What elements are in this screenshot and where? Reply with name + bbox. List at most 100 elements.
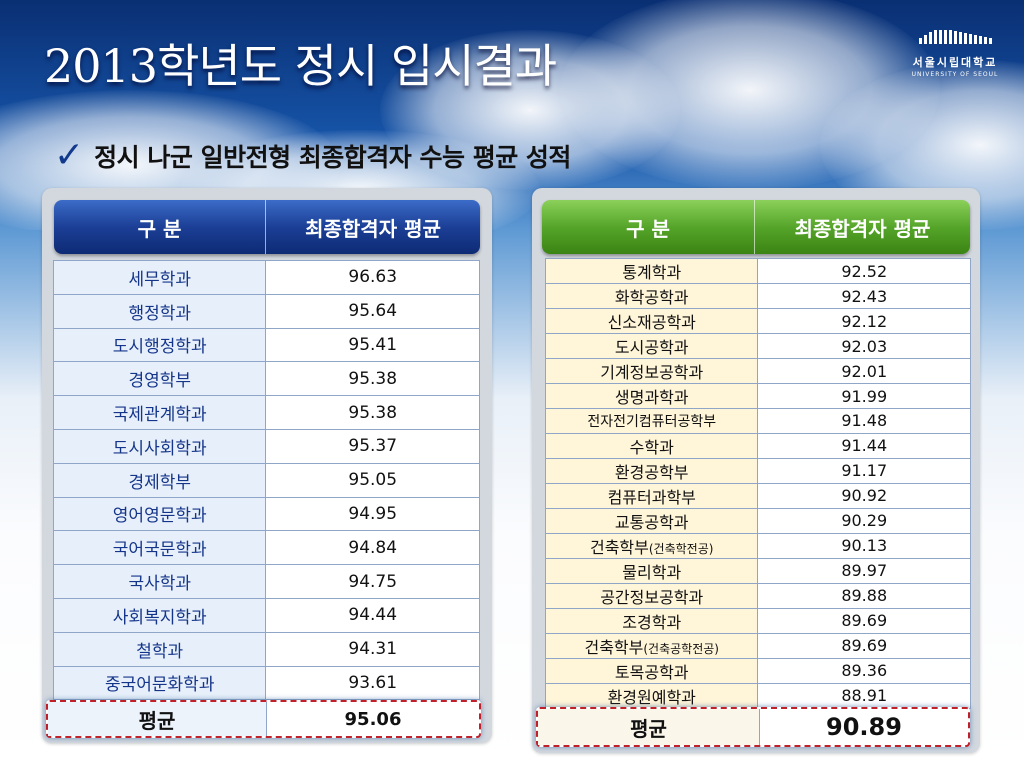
department-name: 화학공학과 — [544, 283, 759, 309]
right-table-row: 토목공학과 89.36 — [544, 657, 971, 684]
right-table-row: 물리학과 89.97 — [544, 557, 971, 584]
department-name: 건축학부(건축학전공) — [544, 532, 759, 559]
department-name: 생명과학과 — [544, 383, 759, 409]
department-name: 환경공학부 — [544, 457, 759, 484]
department-name-text: 도시공학과 — [614, 338, 689, 357]
average-score: 91.44 — [757, 432, 971, 459]
right-score-table: 통계학과 92.52 화학공학과 92.43 신소재공학과 92.12 도시공학과 92.03… — [544, 258, 971, 709]
department-name: 영어영문학과 — [52, 496, 267, 532]
average-score: 95.38 — [265, 395, 480, 430]
department-name-text: 영어영문학과 — [112, 506, 207, 527]
department-name-text: 공간정보공학과 — [600, 587, 704, 607]
department-name-text: 토목공학과 — [614, 662, 689, 682]
department-name-text: 국제관계학과 — [112, 405, 207, 426]
right-table-header: 구 분 최종합격자 평균 — [542, 200, 970, 254]
average-score: 92.12 — [757, 308, 971, 334]
left-table-row: 영어영문학과 94.95 — [52, 496, 480, 532]
department-name: 사회복지학과 — [52, 597, 267, 633]
average-score: 92.03 — [757, 333, 971, 359]
left-table-row: 국사학과 94.75 — [52, 564, 480, 599]
left-table-row: 사회복지학과 94.44 — [52, 597, 480, 633]
average-score: 95.64 — [265, 293, 480, 329]
left-table-row: 중국어문화학과 93.61 — [52, 665, 480, 701]
average-score: 91.17 — [757, 457, 971, 484]
right-header-category: 구 분 — [542, 200, 755, 254]
department-name: 전자전기컴퓨터공학부 — [544, 408, 759, 434]
department-name: 공간정보공학과 — [544, 582, 759, 609]
left-table-row: 도시행정학과 95.41 — [52, 327, 480, 363]
right-table-row: 신소재공학과 92.12 — [544, 308, 971, 334]
right-table-row: 조경학과 89.69 — [544, 607, 971, 634]
average-score: 92.52 — [757, 258, 971, 284]
department-name-text: 화학공학과 — [614, 288, 689, 307]
department-name-text: 경영학부 — [128, 371, 191, 392]
department-name: 도시행정학과 — [52, 327, 267, 363]
right-table-row: 통계학과 92.52 — [544, 258, 971, 284]
department-name-text: 행정학과 — [128, 303, 191, 324]
department-name: 경영학부 — [52, 361, 267, 397]
logo-emblem-icon — [900, 30, 1010, 44]
logo-name-korean: 서울시립대학교 — [912, 56, 998, 69]
department-name-text: 사회복지학과 — [112, 607, 207, 628]
department-name: 국어국문학과 — [52, 530, 267, 566]
right-table-row: 도시공학과 92.03 — [544, 333, 971, 359]
right-table-row: 건축학부(건축학전공) 90.13 — [544, 532, 971, 559]
department-name-text: 교통공학과 — [614, 512, 689, 532]
left-table-row: 국제관계학과 95.38 — [52, 395, 480, 430]
left-table-row: 행정학과 95.64 — [52, 293, 480, 329]
left-table-header: 구 분 최종합격자 평균 — [54, 200, 480, 254]
department-name-text: 컴퓨터과학부 — [607, 487, 696, 507]
right-table-row: 기계정보공학과 92.01 — [544, 358, 971, 384]
department-name-text: 도시행정학과 — [112, 337, 207, 358]
right-table-row: 교통공학과 90.29 — [544, 507, 971, 534]
average-score: 89.88 — [757, 582, 971, 609]
right-table-row: 공간정보공학과 89.88 — [544, 582, 971, 609]
left-header-average: 최종합격자 평균 — [305, 216, 441, 241]
left-table-row: 세무학과 96.63 — [52, 260, 480, 295]
right-table-row: 화학공학과 92.43 — [544, 283, 971, 309]
average-score: 89.69 — [757, 632, 971, 659]
checkmark-icon: ✓ — [54, 135, 85, 176]
average-score: 90.29 — [757, 507, 971, 534]
average-score: 95.05 — [265, 462, 480, 498]
department-name-text: 중국어문화학과 — [104, 675, 215, 696]
right-table-row: 컴퓨터과학부 90.92 — [544, 482, 971, 509]
average-score: 95.41 — [265, 327, 480, 363]
average-score: 91.99 — [757, 383, 971, 409]
department-name-text: 도시사회학과 — [112, 438, 207, 459]
department-name: 건축학부(건축공학전공) — [544, 632, 759, 659]
department-name-text: 물리학과 — [622, 562, 682, 582]
right-header-average: 최종합격자 평균 — [794, 216, 931, 241]
department-name-text: 신소재공학과 — [607, 313, 696, 332]
average-score: 89.97 — [757, 557, 971, 584]
logo-name-english: UNIVERSITY OF SEOUL — [911, 71, 999, 78]
average-score: 89.69 — [757, 607, 971, 634]
university-logo: 서울시립대학교 UNIVERSITY OF SEOUL — [900, 30, 1010, 80]
department-name-text: 수학과 — [629, 437, 674, 457]
average-score: 95.37 — [265, 428, 480, 464]
department-name-text: 조경학과 — [622, 612, 682, 632]
average-score: 93.61 — [265, 665, 480, 701]
left-table-row: 경제학부 95.05 — [52, 462, 480, 498]
department-name: 철학과 — [52, 631, 267, 667]
department-name: 통계학과 — [544, 258, 759, 284]
department-name-text: 철학과 — [136, 641, 184, 662]
department-name-text: 통계학과 — [622, 263, 682, 282]
department-name-text: 전자전기컴퓨터공학부 — [587, 413, 717, 430]
department-name-text: 경제학부 — [128, 472, 191, 493]
left-score-table: 세무학과 96.63 행정학과 95.64 도시행정학과 95.41 경영학부 95.38 국제… — [52, 260, 480, 701]
average-score: 96.63 — [265, 260, 480, 295]
left-header-category: 구 분 — [54, 200, 266, 254]
department-name: 환경원예학과 — [544, 682, 759, 709]
average-score: 91.48 — [757, 408, 971, 434]
left-table-row: 경영학부 95.38 — [52, 361, 480, 397]
section-subtitle: ✓ 정시 나군 일반전형 최종합격자 수능 평균 성적 — [54, 138, 571, 174]
left-average-score: 95.06 — [344, 708, 402, 730]
right-table-row: 환경원예학과 88.91 — [544, 682, 971, 709]
department-name-text: 건축학부 — [589, 537, 649, 557]
left-average-row: 평균 95.06 — [46, 700, 481, 738]
right-average-label: 평균 — [538, 709, 760, 745]
department-name: 컴퓨터과학부 — [544, 482, 759, 509]
average-score: 92.01 — [757, 358, 971, 384]
department-name: 국사학과 — [52, 564, 267, 599]
